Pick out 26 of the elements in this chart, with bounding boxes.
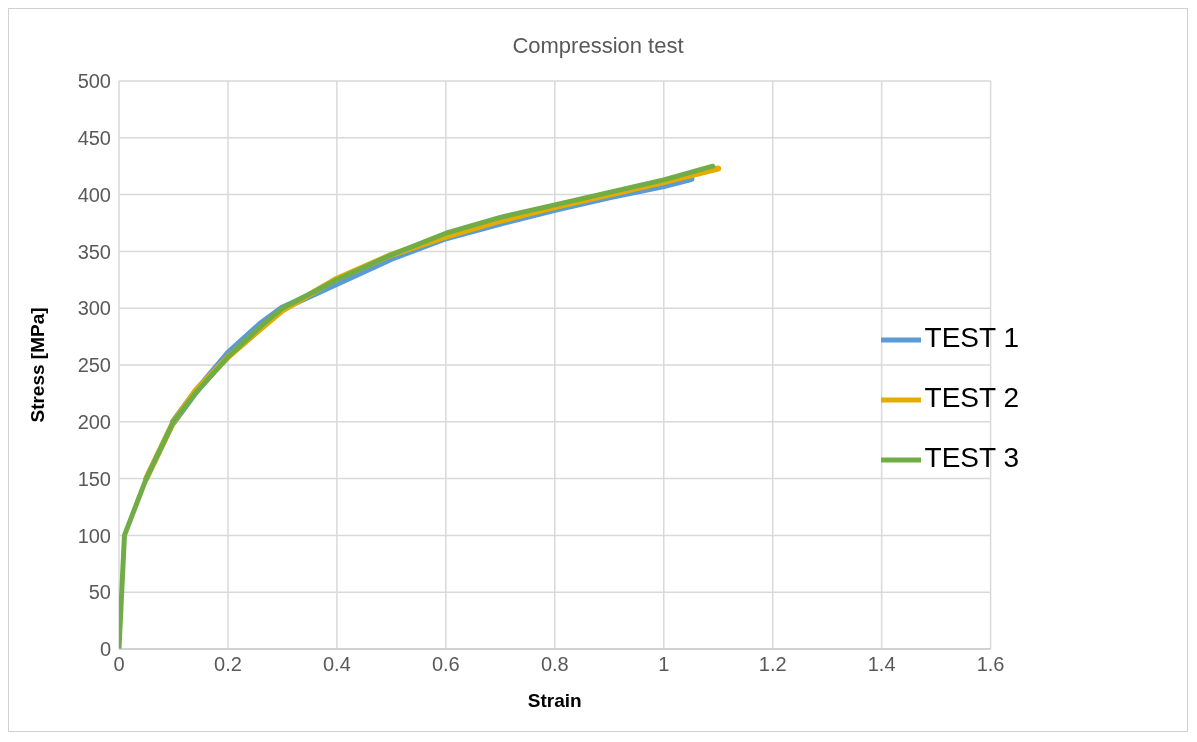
x-tick-label: 0.6 (431, 653, 460, 676)
chart-title: Compression test (512, 33, 684, 58)
legend-label: TEST 2 (924, 382, 1019, 413)
y-tick-label: 200 (77, 410, 111, 433)
y-tick-label: 500 (77, 70, 111, 93)
x-axis-title: Strain (527, 690, 582, 711)
y-tick-label: 150 (77, 467, 111, 490)
x-tick-label: 1 (658, 653, 670, 676)
y-tick-label: 0 (99, 638, 111, 661)
legend-label: TEST 1 (924, 322, 1019, 353)
y-tick-label: 250 (77, 354, 111, 377)
y-axis-title: Stress [MPa] (26, 307, 48, 423)
y-tick-label: 100 (77, 524, 111, 547)
y-tick-label: 450 (77, 126, 111, 149)
legend-label: TEST 3 (924, 442, 1019, 473)
x-tick-label: 1.4 (867, 653, 896, 676)
y-tick-label: 350 (77, 240, 111, 263)
y-tick-label: 50 (88, 581, 111, 604)
x-tick-label: 0 (113, 653, 125, 676)
y-tick-label: 400 (77, 183, 111, 206)
x-tick-label: 0.4 (322, 653, 351, 676)
x-tick-label: 0.2 (214, 653, 242, 676)
y-tick-label: 300 (77, 297, 111, 320)
x-tick-label: 1.2 (758, 653, 787, 676)
x-tick-label: 1.6 (976, 653, 1005, 676)
x-tick-label: 0.8 (540, 653, 569, 676)
